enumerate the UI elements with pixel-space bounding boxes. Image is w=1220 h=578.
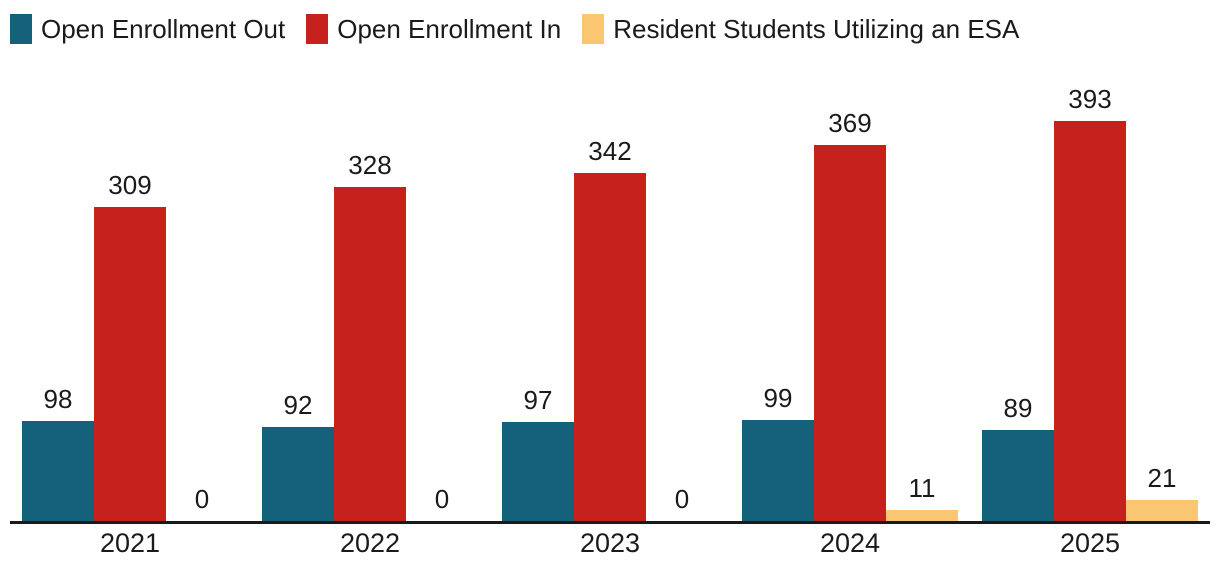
bar-open-enrollment-out-2024 [742, 420, 814, 521]
bar-resident-students-utilizing-an-esa-2024 [886, 510, 958, 521]
value-label-resident-students-utilizing-an-esa-2025: 21 [1147, 463, 1177, 493]
x-axis-line [10, 521, 1210, 524]
legend-item-resident-students-esa: Resident Students Utilizing an ESA [582, 14, 1019, 44]
value-label-resident-students-utilizing-an-esa-2022: 0 [434, 484, 450, 514]
chart-legend: Open Enrollment Out Open Enrollment In R… [10, 14, 1019, 44]
value-label-open-enrollment-out-2025: 89 [1003, 393, 1033, 423]
x-axis-label-2024: 2024 [819, 528, 881, 558]
x-axis-label-2022: 2022 [339, 528, 401, 558]
legend-label-resident-students-esa: Resident Students Utilizing an ESA [613, 14, 1020, 44]
value-label-open-enrollment-in-2024: 369 [828, 108, 872, 138]
bar-open-enrollment-out-2022 [262, 427, 334, 521]
legend-item-open-enrollment-out: Open Enrollment Out [10, 14, 285, 44]
value-label-open-enrollment-in-2023: 342 [588, 136, 632, 166]
value-label-open-enrollment-out-2022: 92 [283, 390, 313, 420]
value-label-open-enrollment-in-2025: 393 [1068, 84, 1112, 114]
bar-open-enrollment-in-2024 [814, 145, 886, 521]
bar-open-enrollment-in-2025 [1054, 121, 1126, 521]
x-axis-label-2023: 2023 [579, 528, 641, 558]
legend-swatch-open-enrollment-in [306, 14, 329, 44]
x-axis-label-2025: 2025 [1059, 528, 1121, 558]
value-label-resident-students-utilizing-an-esa-2021: 0 [194, 484, 210, 514]
bar-resident-students-utilizing-an-esa-2025 [1126, 500, 1198, 521]
legend-item-open-enrollment-in: Open Enrollment In [306, 14, 561, 44]
value-label-open-enrollment-out-2023: 97 [523, 385, 553, 415]
bar-open-enrollment-out-2021 [22, 421, 94, 521]
value-label-open-enrollment-out-2021: 98 [43, 384, 73, 414]
x-axis-label-2021: 2021 [99, 528, 161, 558]
bar-open-enrollment-in-2022 [334, 187, 406, 521]
legend-label-open-enrollment-in: Open Enrollment In [337, 14, 562, 44]
bar-open-enrollment-in-2021 [94, 207, 166, 521]
legend-label-open-enrollment-out: Open Enrollment Out [41, 14, 286, 44]
value-label-open-enrollment-in-2021: 309 [108, 170, 152, 200]
bar-open-enrollment-in-2023 [574, 173, 646, 521]
legend-swatch-resident-students-esa [582, 14, 605, 44]
bar-open-enrollment-out-2023 [502, 422, 574, 521]
value-label-resident-students-utilizing-an-esa-2023: 0 [674, 484, 690, 514]
bar-open-enrollment-out-2025 [982, 430, 1054, 521]
value-label-open-enrollment-in-2022: 328 [348, 150, 392, 180]
value-label-resident-students-utilizing-an-esa-2024: 11 [908, 473, 936, 503]
value-label-open-enrollment-out-2024: 99 [763, 383, 793, 413]
legend-swatch-open-enrollment-out [10, 14, 32, 44]
